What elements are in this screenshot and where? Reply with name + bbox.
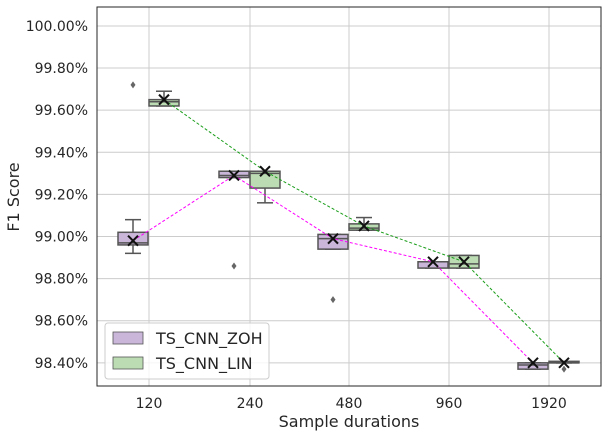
y-tick-label: 99.20% xyxy=(35,187,88,203)
grid-lines xyxy=(97,7,601,386)
y-tick-label: 99.40% xyxy=(35,145,88,161)
x-tick-label: 1920 xyxy=(531,396,567,412)
mean-marker-ts-cnn-zoh-120 xyxy=(127,235,139,247)
mean-marker-ts-cnn-zoh-960 xyxy=(427,256,439,268)
boxes-layer xyxy=(117,81,580,373)
box-ts-cnn-zoh-120-body xyxy=(117,231,149,246)
box-ts-cnn-zoh-480-outlier xyxy=(330,296,336,304)
tick-labels: 98.40% 98.60% 98.80% 99.00% 99.20% 99.40% 99.6… xyxy=(26,19,567,412)
y-tick-label: 99.80% xyxy=(35,61,88,77)
mean-marker-ts-cnn-lin-480 xyxy=(358,220,370,232)
box-ts-cnn-lin-1920-outlier xyxy=(561,365,567,373)
x-tick-label: 120 xyxy=(136,396,163,412)
x-axis-title: Sample durations xyxy=(279,412,420,431)
legend-label-ts-cnn-lin: TS_CNN_LIN xyxy=(155,354,253,374)
legend-swatch-ts-cnn-lin xyxy=(112,356,144,370)
y-tick-label: 100.00% xyxy=(26,19,88,35)
plot-frame xyxy=(96,6,602,387)
mean-lines-layer xyxy=(127,93,570,369)
x-tick-label: 480 xyxy=(336,396,363,412)
box-ts-cnn-zoh-240-outlier xyxy=(231,262,237,270)
y-tick-label: 98.80% xyxy=(35,272,88,288)
box-ts-cnn-zoh-120-outlier xyxy=(130,81,136,89)
y-tick-label: 98.60% xyxy=(35,314,88,330)
legend: TS_CNN_ZOH TS_CNN_LIN xyxy=(104,322,270,380)
mean-marker-ts-cnn-zoh-480 xyxy=(327,232,339,245)
x-tick-label: 240 xyxy=(237,396,264,412)
mean-marker-ts-cnn-zoh-240 xyxy=(228,169,240,182)
legend-swatch-ts-cnn-zoh xyxy=(112,331,144,345)
y-tick-label: 98.40% xyxy=(35,356,88,372)
y-tick-label: 99.60% xyxy=(35,103,88,119)
legend-frame xyxy=(104,322,270,380)
box-ts-cnn-zoh-480-body xyxy=(317,233,349,250)
mean-marker-ts-cnn-zoh-1920 xyxy=(527,357,539,369)
legend-label-ts-cnn-zoh: TS_CNN_ZOH xyxy=(155,329,263,349)
x-tick-label: 960 xyxy=(436,396,463,412)
mean-marker-ts-cnn-lin-120 xyxy=(158,93,170,106)
y-tick-label: 99.00% xyxy=(35,230,88,246)
mean-marker-ts-cnn-lin-1920 xyxy=(558,357,570,369)
mean-marker-ts-cnn-lin-240 xyxy=(259,165,271,177)
mean-marker-ts-cnn-lin-960 xyxy=(458,256,470,268)
y-axis-title: F1 Score xyxy=(4,162,23,231)
